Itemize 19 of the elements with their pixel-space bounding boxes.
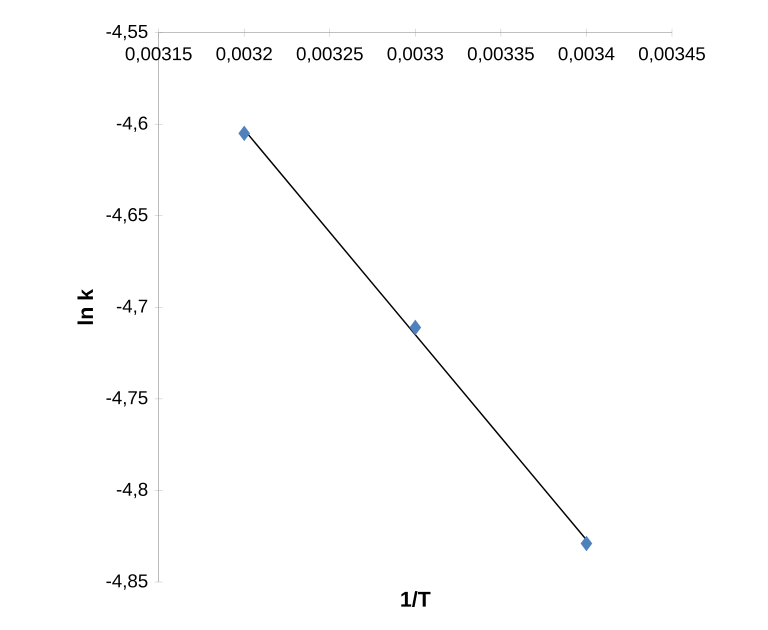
y-tick-label: -4,85 bbox=[106, 574, 148, 590]
x-tick-label: 0,00345 bbox=[638, 47, 705, 63]
y-tick-label: -4,8 bbox=[116, 482, 148, 498]
x-tick-label: 0,0032 bbox=[216, 47, 272, 63]
y-tick-label: -4,6 bbox=[116, 116, 148, 132]
y-tick-label: -4,65 bbox=[106, 208, 148, 224]
y-tick-label: -4,7 bbox=[116, 300, 148, 315]
x-tick-label: 0,00315 bbox=[126, 47, 192, 63]
point bbox=[410, 320, 422, 336]
point bbox=[580, 536, 592, 552]
x-axis-title: 1/T bbox=[401, 591, 431, 608]
x-tick-label: 0,00325 bbox=[296, 47, 363, 63]
x-tick-label: 0,0033 bbox=[388, 47, 444, 63]
x-tick-label: 0,0034 bbox=[558, 47, 614, 63]
x-tick-label: 0,00335 bbox=[468, 47, 534, 63]
y-axis-title: ln k bbox=[77, 288, 93, 324]
y-tick-label: -4,75 bbox=[106, 391, 148, 406]
y-tick-label: -4,55 bbox=[106, 25, 148, 40]
point bbox=[238, 126, 250, 141]
